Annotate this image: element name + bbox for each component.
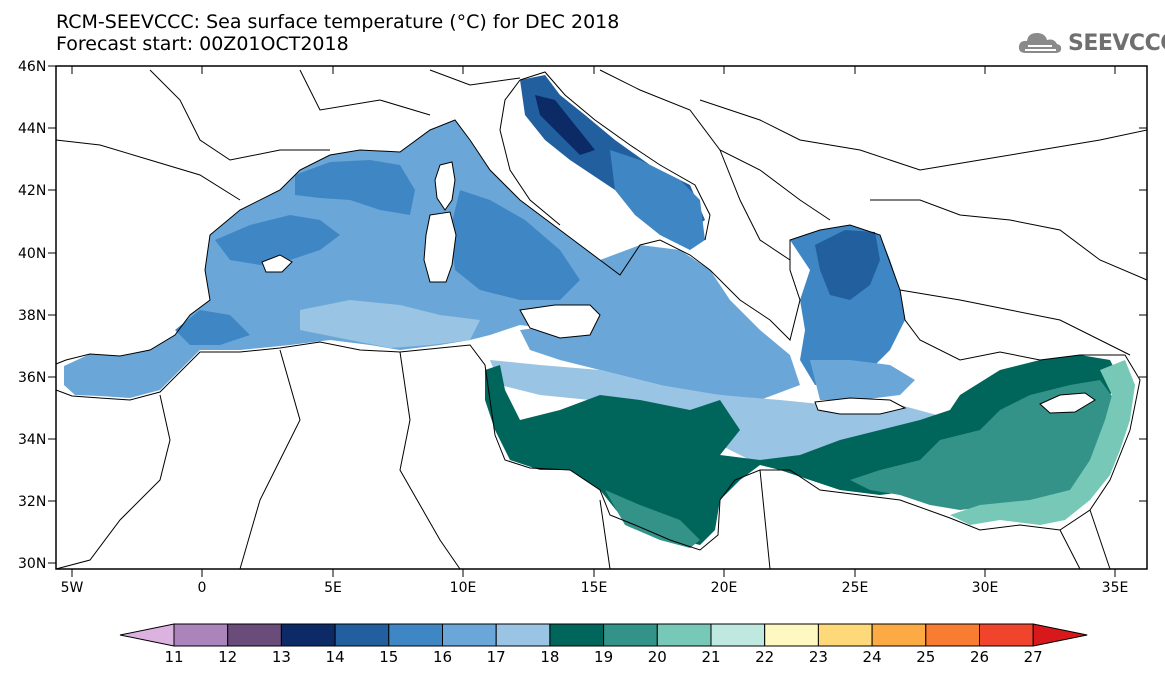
lat-tick-label: 36N	[18, 370, 46, 386]
colorbar-swatch	[925, 623, 980, 647]
map-frame	[55, 65, 1148, 570]
forecast-start-subtitle: Forecast start: 00Z01OCT2018	[56, 33, 349, 55]
colorbar-swatch	[227, 623, 282, 647]
colorbar-swatch	[871, 623, 927, 647]
colorbar-tick-label: 21	[701, 648, 721, 666]
colorbar-tick-label: 26	[969, 648, 990, 666]
sst-region-north-adriatic	[535, 95, 595, 155]
colorbar-swatch	[764, 623, 819, 647]
lat-tick-label: 32N	[18, 494, 46, 510]
lon-axis: 5W 0 5E 10E 15E 20E 25E 30E 35E	[61, 66, 1129, 596]
colorbar-tick-label: 27	[1023, 648, 1043, 666]
sst-region-alboran	[175, 310, 250, 345]
colorbar-tick-label: 17	[486, 648, 506, 666]
sst-region-south-warm	[485, 355, 1120, 545]
colorbar-swatch	[334, 623, 390, 647]
lat-tick-label: 40N	[18, 246, 46, 262]
lat-tick-label: 30N	[18, 556, 46, 572]
colorbar-tick-label: 16	[432, 648, 453, 666]
colorbar-tick-label: 14	[325, 648, 345, 666]
sst-region-south-aegean	[810, 360, 915, 400]
colorbar-swatch	[173, 623, 229, 647]
colorbar-tick-label: 20	[647, 648, 667, 666]
lon-tick-label: 30E	[972, 580, 999, 596]
lon-tick-label: 25E	[842, 580, 869, 596]
lon-tick-label: 15E	[581, 580, 608, 596]
mallorca-island	[261, 254, 293, 273]
lat-tick-label: 46N	[18, 59, 46, 75]
colorbar-tick-label: 24	[862, 648, 882, 666]
colorbar-swatch	[442, 623, 497, 647]
colorbar-tick-label: 19	[594, 648, 614, 666]
sst-region-balearic	[215, 215, 340, 265]
colorbar-tick-label: 15	[379, 648, 399, 666]
sicily-island	[519, 304, 601, 339]
colorbar-min-triangle	[119, 623, 175, 647]
sst-region-libyan-coast	[605, 490, 700, 548]
colorbar	[119, 623, 1088, 647]
colorbar-swatch	[495, 623, 551, 647]
sst-region-tyrrhenian	[450, 190, 580, 300]
sst-region-west-med-south	[300, 300, 480, 348]
cyprus-island	[1039, 392, 1096, 414]
sst-region-adriatic-south	[610, 150, 705, 250]
colorbar-swatch	[280, 623, 336, 647]
lon-tick-label: 5E	[324, 580, 342, 596]
cloud-icon	[1018, 33, 1062, 53]
colorbar-tick-label: 11	[164, 648, 184, 666]
sst-region-ionian	[520, 245, 800, 400]
sst-region-east-coast	[950, 360, 1135, 525]
sst-region-north-aegean	[815, 230, 880, 300]
colorbar-swatch	[603, 623, 658, 647]
lat-tick-label: 44N	[18, 121, 46, 137]
crete-island	[814, 397, 907, 415]
colorbar-tick-label: 25	[916, 648, 936, 666]
lat-axis: 46N 44N 42N 40N 38N 36N 34N 32N 30N	[18, 59, 1147, 572]
colorbar-max-triangle	[1032, 623, 1088, 647]
lon-tick-label: 10E	[450, 580, 477, 596]
sst-region-gulf-of-lion	[295, 160, 415, 215]
colorbar-swatch	[710, 623, 766, 647]
lon-tick-label: 35E	[1102, 580, 1129, 596]
colorbar-tick-label: 22	[755, 648, 775, 666]
corsica-island	[434, 161, 456, 211]
colorbar-swatch	[388, 623, 443, 647]
lat-tick-label: 38N	[18, 308, 46, 324]
colorbar-tick-label: 12	[218, 648, 238, 666]
colorbar-swatch	[979, 623, 1034, 647]
lat-tick-label: 42N	[18, 183, 46, 199]
map-title: RCM-SEEVCCC: Sea surface temperature (°C…	[56, 11, 620, 33]
lon-tick-label: 0	[198, 580, 207, 596]
lon-tick-label: 5W	[61, 580, 84, 596]
lat-tick-label: 34N	[18, 432, 46, 448]
lon-tick-label: 20E	[711, 580, 738, 596]
colorbar-tick-label: 18	[540, 648, 560, 666]
sardinia-island	[423, 211, 457, 283]
logo-text: SEEVCCC	[1068, 31, 1165, 56]
colorbar-swatch	[549, 623, 605, 647]
coastlines-and-borders	[55, 69, 1148, 570]
colorbar-swatch	[656, 623, 712, 647]
colorbar-tick-label: 23	[808, 648, 828, 666]
colorbar-swatch	[817, 623, 873, 647]
colorbar-tick-label: 13	[271, 648, 291, 666]
seevccc-logo: SEEVCCC	[1016, 26, 1165, 60]
map-plot-area	[55, 65, 1148, 570]
